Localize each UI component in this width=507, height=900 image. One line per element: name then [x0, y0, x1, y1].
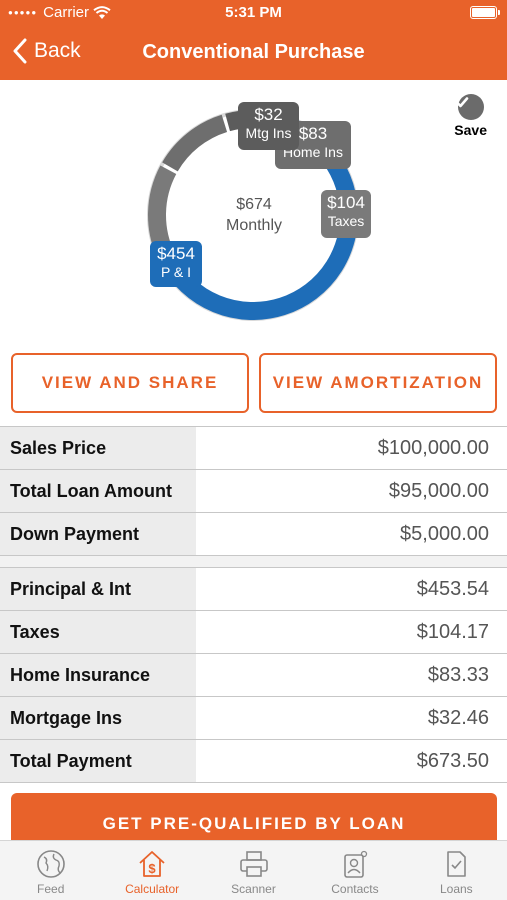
- mtg-ins-name: Mtg Ins: [245, 125, 292, 141]
- status-bar: ●●●●● Carrier 5:31 PM: [0, 0, 507, 26]
- house-dollar-icon: $: [135, 849, 169, 879]
- tab-calculator[interactable]: $ Calculator: [101, 841, 202, 900]
- row-label: Down Payment: [0, 513, 196, 555]
- table-row[interactable]: Total Payment $673.50: [0, 740, 507, 783]
- donut-segment-home-ins: [162, 114, 228, 172]
- view-and-share-button[interactable]: VIEW AND SHARE: [11, 353, 249, 413]
- tab-label: Feed: [37, 882, 65, 896]
- back-button[interactable]: Back: [12, 38, 81, 64]
- save-label: Save: [454, 122, 487, 138]
- mtg-ins-value: $32: [254, 105, 283, 124]
- tab-loans[interactable]: Loans: [406, 841, 507, 900]
- row-value: $453.54: [196, 568, 507, 610]
- battery-icon: [470, 6, 500, 19]
- chevron-left-icon: [13, 38, 27, 64]
- tab-label: Scanner: [231, 882, 276, 896]
- navigation-bar: Back Conventional Purchase: [0, 30, 507, 76]
- globe-icon: [34, 849, 68, 879]
- loan-summary-table: Sales Price $100,000.00 Total Loan Amoun…: [0, 426, 507, 556]
- slice-label-pi: $454 P & I: [150, 241, 202, 287]
- chart-center-label: $674 Monthly: [204, 194, 304, 236]
- home-ins-name: Home Ins: [283, 144, 343, 160]
- table-row[interactable]: Principal & Int $453.54: [0, 568, 507, 611]
- monthly-total: $674: [236, 196, 272, 213]
- document-check-icon: [439, 849, 473, 879]
- row-value: $100,000.00: [196, 427, 507, 469]
- row-label: Sales Price: [0, 427, 196, 469]
- printer-icon: [237, 849, 271, 879]
- payment-donut-chart: $674 Monthly $454 P & I $104 Taxes $83 H…: [0, 80, 507, 350]
- row-value: $95,000.00: [196, 470, 507, 512]
- row-value: $104.17: [196, 611, 507, 653]
- tab-contacts[interactable]: Contacts: [304, 841, 405, 900]
- status-time: 5:31 PM: [225, 4, 282, 21]
- taxes-name: Taxes: [327, 213, 365, 229]
- row-value: $673.50: [196, 740, 507, 782]
- row-value: $83.33: [196, 654, 507, 696]
- row-label: Taxes: [0, 611, 196, 653]
- row-value: $5,000.00: [196, 513, 507, 555]
- table-row[interactable]: Total Loan Amount $95,000.00: [0, 470, 507, 513]
- pi-name: P & I: [160, 264, 192, 280]
- slice-label-taxes: $104 Taxes: [321, 190, 371, 238]
- tab-label: Calculator: [125, 882, 180, 896]
- tab-scanner[interactable]: Scanner: [203, 841, 304, 900]
- get-prequalified-button[interactable]: GET PRE-QUALIFIED BY LOAN: [11, 793, 497, 845]
- row-label: Mortgage Ins: [0, 697, 196, 739]
- contacts-icon: [338, 849, 372, 879]
- row-value: $32.46: [196, 697, 507, 739]
- signal-icon: ●●●●●: [8, 8, 38, 17]
- row-label: Home Insurance: [0, 654, 196, 696]
- page-title: Conventional Purchase: [142, 41, 365, 63]
- table-row[interactable]: Sales Price $100,000.00: [0, 427, 507, 470]
- table-row[interactable]: Home Insurance $83.33: [0, 654, 507, 697]
- table-row[interactable]: Down Payment $5,000.00: [0, 513, 507, 556]
- taxes-value: $104: [327, 193, 365, 212]
- app-header: ●●●●● Carrier 5:31 PM Back Conventional …: [0, 0, 507, 80]
- monthly-label: Monthly: [225, 217, 283, 234]
- tab-feed[interactable]: Feed: [0, 841, 101, 900]
- save-button[interactable]: Save: [454, 94, 487, 138]
- tab-bar: Feed $ Calculator Scanner Contacts Loans: [0, 840, 507, 900]
- section-divider: [0, 556, 507, 567]
- view-amortization-button[interactable]: VIEW AMORTIZATION: [259, 353, 497, 413]
- pi-value: $454: [157, 244, 195, 263]
- row-label: Total Loan Amount: [0, 470, 196, 512]
- tab-label: Loans: [439, 882, 473, 896]
- table-row[interactable]: Mortgage Ins $32.46: [0, 697, 507, 740]
- home-ins-value: $83: [298, 124, 328, 143]
- carrier-indicator: ●●●●● Carrier: [8, 4, 111, 21]
- svg-text:$: $: [148, 861, 156, 876]
- carrier-name: Carrier: [43, 4, 90, 21]
- slice-label-mtg-ins: $32 Mtg Ins: [238, 102, 299, 150]
- tab-label: Contacts: [331, 882, 379, 896]
- checkmark-icon: [455, 94, 484, 120]
- table-row[interactable]: Taxes $104.17: [0, 611, 507, 654]
- payment-breakdown-table: Principal & Int $453.54 Taxes $104.17 Ho…: [0, 567, 507, 783]
- row-label: Total Payment: [0, 740, 196, 782]
- wifi-icon: [93, 5, 111, 19]
- back-label: Back: [34, 39, 81, 62]
- row-label: Principal & Int: [0, 568, 196, 610]
